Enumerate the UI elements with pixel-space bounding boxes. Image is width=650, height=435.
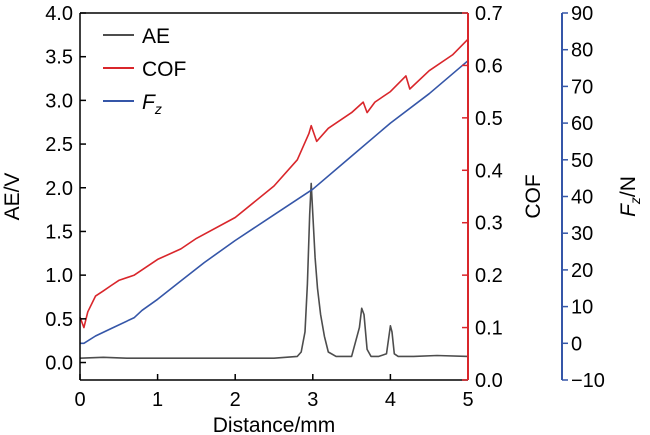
fz-axis-label: Fz/N	[617, 176, 643, 217]
series-line-fz	[80, 60, 469, 345]
legend-label-ae: AE	[142, 25, 170, 48]
fz-tick-label: 50	[571, 150, 593, 172]
left-tick-label: 0.0	[45, 353, 73, 375]
cof-tick-label: 0.7	[475, 3, 503, 25]
fz-tick-label: 0	[571, 333, 582, 355]
legend-label-fz-sub: z	[154, 101, 162, 117]
cof-axis-label: COF	[522, 174, 545, 218]
series-line-ae	[79, 182, 469, 359]
x-tick-label: 4	[385, 389, 396, 411]
left-tick-label: 4.0	[45, 3, 73, 25]
x-tick-label: 0	[74, 389, 85, 411]
left-tick-label: 3.5	[45, 47, 73, 69]
fz-tick-label: 70	[571, 76, 593, 98]
fz-axis-label-tail: /N	[617, 176, 640, 197]
cof-tick-label: 0.0	[475, 370, 503, 392]
fz-tick-label: 60	[571, 113, 593, 135]
fz-tick-label: 90	[571, 3, 593, 25]
left-tick-label: 2.5	[45, 134, 73, 156]
cof-tick-label: 0.1	[475, 318, 503, 340]
left-tick-label: 0.5	[45, 309, 73, 331]
left-tick-label: 1.0	[45, 265, 73, 287]
fz-tick-label: 10	[571, 297, 593, 319]
fz-tick-label: −10	[571, 370, 605, 392]
left-tick-label: 3.0	[45, 90, 73, 112]
legend-label-fz: Fz	[142, 91, 162, 117]
fz-tick-label: 40	[571, 187, 593, 209]
cof-tick-label: 0.2	[475, 265, 503, 287]
cof-tick-label: 0.5	[475, 108, 503, 130]
fz-tick-label: 30	[571, 223, 593, 245]
cof-tick-label: 0.3	[475, 213, 503, 235]
left-tick-label: 2.0	[45, 178, 73, 200]
fz-tick-label: 20	[571, 260, 593, 282]
series-line-cof	[79, 38, 469, 329]
fz-axis-label-sub: z	[627, 197, 643, 205]
cof-tick-label: 0.6	[475, 55, 503, 77]
legend-label-fz-main: F	[142, 91, 156, 114]
x-tick-label: 3	[307, 389, 318, 411]
x-tick-label: 2	[230, 389, 241, 411]
left-axis-label: AE/V	[1, 173, 24, 221]
legend: AE COF Fz	[103, 25, 186, 117]
fz-tick-label: 80	[571, 40, 593, 62]
left-tick-label: 1.5	[45, 221, 73, 243]
x-tick-label: 1	[152, 389, 163, 411]
fz-axis-label-main: F	[617, 203, 640, 217]
legend-label-cof: COF	[142, 58, 186, 81]
cof-tick-label: 0.4	[475, 160, 503, 182]
x-axis-label: Distance/mm	[213, 414, 336, 435]
x-tick-label: 5	[462, 389, 473, 411]
